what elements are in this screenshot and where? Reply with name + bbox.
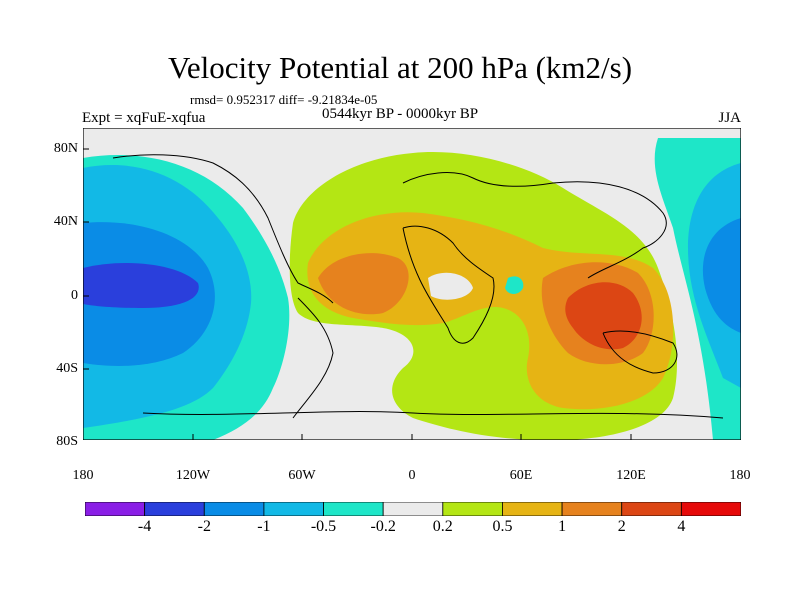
colorbar-label: -0.5	[310, 518, 337, 535]
coastlines	[112, 154, 724, 419]
colorbar-segment	[263, 502, 324, 516]
colorbar-label: 0.2	[432, 518, 453, 535]
colorbar-label: -0.2	[370, 518, 396, 535]
colorbar-label: 0.5	[492, 518, 513, 535]
colorbar	[85, 502, 741, 516]
lat-label: 40N	[53, 214, 78, 229]
colorbar-segment	[323, 502, 384, 516]
contour-fills	[83, 138, 741, 440]
colorbar-label: 2	[617, 518, 626, 535]
lon-label: 180	[729, 468, 751, 483]
colorbar-label: 4	[677, 518, 686, 535]
colorbar-segment	[621, 502, 682, 516]
experiment-label: Expt = xqFuE-xqfua	[82, 110, 206, 126]
colorbar-segment	[85, 502, 146, 516]
lon-label: 60W	[288, 468, 316, 483]
statistics-text: rmsd= 0.952317 diff= -9.21834e-05	[190, 92, 378, 107]
lat-label: 0	[71, 288, 78, 303]
lat-label: 40S	[56, 361, 78, 376]
colorbar-label: -1	[257, 518, 271, 535]
lon-label: 0	[408, 468, 416, 483]
season-label: JJA	[718, 110, 741, 126]
colorbar-label: -4	[137, 518, 152, 535]
colorbar-segment	[502, 502, 563, 516]
axis-ticks	[83, 148, 632, 440]
colorbar-label: -2	[197, 518, 211, 535]
colorbar-label: 1	[558, 518, 567, 535]
colorbar-segment	[561, 502, 623, 516]
map-title: Velocity Potential at 200 hPa (km2/s)	[167, 50, 633, 85]
lat-label: 80N	[53, 141, 78, 156]
period-label: 0544kyr BP - 0000kyr BP	[322, 106, 479, 122]
colorbar-segment	[144, 502, 205, 516]
lon-label: 180	[72, 468, 94, 483]
lat-label: 80S	[56, 434, 78, 449]
colorbar-segment	[680, 502, 741, 516]
lon-label: 60E	[509, 468, 533, 483]
colorbar-segment	[382, 502, 444, 516]
colorbar-segment	[442, 502, 503, 516]
lon-label: 120W	[175, 468, 211, 483]
velocity-potential-map	[83, 128, 741, 440]
colorbar-segment	[203, 502, 265, 516]
lon-label: 120E	[616, 468, 646, 483]
